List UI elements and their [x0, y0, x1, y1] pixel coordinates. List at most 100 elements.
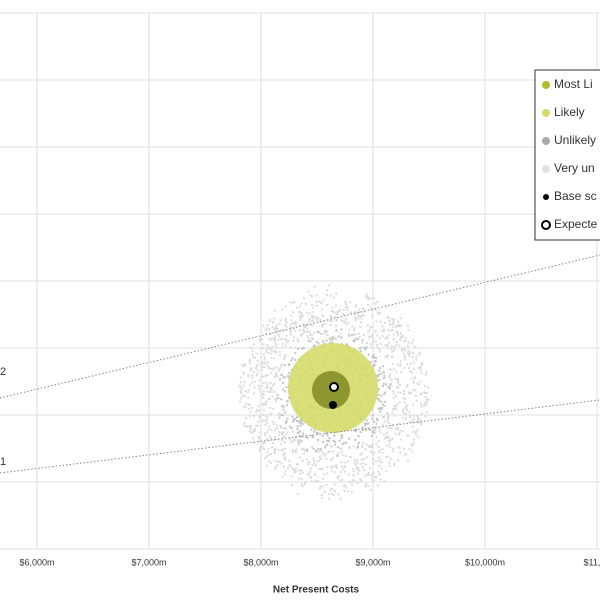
sim-point	[425, 371, 428, 374]
sim-point	[396, 381, 399, 384]
sim-point	[326, 439, 329, 442]
sim-point	[274, 399, 277, 402]
sim-point	[400, 336, 402, 339]
sim-point	[412, 352, 415, 354]
sim-point	[314, 450, 317, 453]
sim-point	[299, 316, 301, 318]
sim-point	[252, 350, 254, 353]
sim-point	[285, 338, 287, 341]
sim-point	[270, 356, 273, 359]
sim-point	[317, 342, 320, 345]
sim-point	[304, 481, 307, 484]
sim-point	[313, 462, 316, 465]
sim-point	[269, 437, 272, 440]
sim-point	[356, 466, 358, 469]
sim-point	[265, 329, 268, 332]
sim-point	[274, 452, 277, 454]
sim-point	[312, 447, 315, 450]
sim-point	[273, 448, 276, 450]
sim-point	[323, 490, 326, 493]
sim-point	[381, 403, 384, 406]
sim-point	[284, 447, 287, 450]
sim-point	[365, 295, 368, 298]
sim-point	[285, 320, 288, 323]
sim-point	[255, 365, 258, 368]
sim-point	[265, 404, 268, 406]
sim-point	[352, 468, 355, 470]
sim-point	[292, 440, 295, 443]
sim-point	[313, 285, 316, 288]
sim-point	[268, 390, 271, 393]
sim-point	[394, 395, 397, 398]
sim-point	[397, 446, 400, 449]
sim-point	[300, 419, 303, 422]
sim-point	[279, 378, 281, 381]
sim-point	[403, 453, 406, 456]
sim-point	[391, 450, 394, 453]
sim-point	[250, 432, 253, 434]
sim-point	[331, 306, 334, 309]
sim-point	[282, 465, 285, 468]
sim-point	[298, 438, 301, 441]
sim-point	[342, 308, 345, 311]
sim-point	[387, 386, 390, 388]
sim-point	[369, 297, 372, 300]
sim-point	[367, 298, 370, 301]
sim-point	[281, 439, 283, 442]
sim-point	[413, 345, 416, 348]
sim-point	[425, 399, 428, 402]
sim-point	[373, 426, 376, 429]
sim-point	[274, 436, 277, 438]
sim-point	[394, 432, 397, 435]
sim-point	[269, 386, 272, 389]
sim-point	[356, 467, 359, 470]
sim-point	[353, 329, 355, 332]
sim-point	[392, 349, 395, 352]
sim-point	[322, 315, 325, 317]
sim-point	[284, 426, 287, 429]
sim-point	[305, 323, 308, 326]
sim-point	[379, 367, 381, 369]
legend-label: Very un	[554, 161, 595, 175]
sim-point	[267, 454, 270, 457]
sim-point	[396, 331, 399, 334]
sim-point	[398, 401, 401, 404]
sim-point	[424, 401, 427, 404]
sim-point	[335, 320, 338, 322]
sim-point	[269, 332, 272, 335]
sim-point	[291, 302, 294, 304]
sim-point	[414, 433, 417, 435]
sim-point	[399, 317, 402, 320]
sim-point	[410, 419, 413, 422]
sim-point	[331, 336, 334, 339]
sim-point	[293, 450, 296, 452]
sim-point	[357, 332, 360, 335]
sim-point	[395, 428, 398, 431]
sim-point	[243, 364, 246, 367]
sim-point	[280, 424, 283, 427]
sim-point	[380, 372, 383, 375]
sim-point	[387, 436, 390, 439]
sim-point	[294, 321, 297, 324]
sim-point	[299, 418, 302, 421]
sim-point	[379, 407, 382, 409]
x-axis-label: Net Present Costs	[273, 585, 360, 596]
sim-point	[278, 460, 281, 463]
sim-point	[403, 349, 406, 352]
sim-point	[249, 427, 252, 430]
sim-point	[283, 441, 286, 444]
sim-point	[388, 464, 391, 467]
sim-point	[398, 344, 401, 347]
sim-point	[240, 397, 242, 400]
sim-point	[319, 318, 322, 321]
sim-point	[317, 449, 320, 452]
sim-point	[294, 358, 297, 361]
sim-point	[310, 477, 313, 479]
sim-point	[310, 295, 313, 298]
sim-point	[262, 362, 264, 365]
sim-point	[395, 370, 398, 373]
sim-point	[412, 367, 415, 370]
sim-point	[307, 436, 310, 439]
sim-point	[284, 456, 287, 459]
